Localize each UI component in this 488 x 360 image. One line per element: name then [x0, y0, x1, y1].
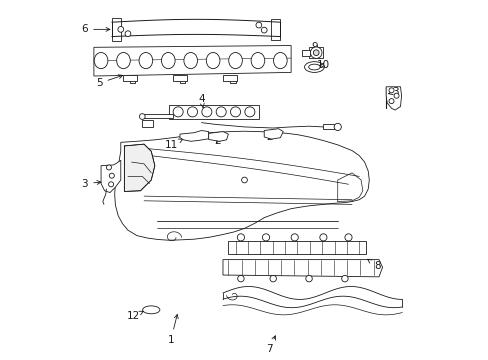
- Ellipse shape: [187, 107, 197, 117]
- Text: 12: 12: [126, 311, 143, 321]
- Polygon shape: [308, 47, 323, 58]
- Ellipse shape: [308, 64, 320, 70]
- Text: 9: 9: [310, 42, 317, 55]
- Circle shape: [388, 88, 393, 93]
- Polygon shape: [101, 160, 121, 193]
- Circle shape: [393, 93, 398, 98]
- Polygon shape: [208, 132, 228, 141]
- Circle shape: [125, 31, 131, 37]
- Text: 5: 5: [96, 75, 122, 88]
- Circle shape: [139, 114, 145, 120]
- Circle shape: [344, 234, 351, 241]
- Polygon shape: [124, 144, 155, 192]
- Circle shape: [118, 27, 123, 32]
- Circle shape: [333, 123, 341, 131]
- Ellipse shape: [161, 53, 175, 69]
- Polygon shape: [223, 75, 237, 81]
- Ellipse shape: [304, 62, 324, 72]
- Polygon shape: [228, 241, 366, 253]
- Ellipse shape: [139, 53, 152, 69]
- Ellipse shape: [173, 107, 183, 117]
- Ellipse shape: [183, 53, 197, 69]
- Text: 6: 6: [81, 24, 110, 35]
- Circle shape: [310, 47, 321, 58]
- Circle shape: [290, 234, 298, 241]
- Text: 2: 2: [214, 136, 221, 145]
- Ellipse shape: [230, 107, 240, 117]
- Text: 2: 2: [266, 132, 272, 142]
- Ellipse shape: [216, 107, 226, 117]
- Circle shape: [388, 99, 393, 104]
- Circle shape: [106, 165, 111, 170]
- Text: 7: 7: [266, 336, 275, 354]
- Polygon shape: [144, 114, 172, 118]
- Ellipse shape: [94, 53, 108, 69]
- Ellipse shape: [228, 53, 242, 69]
- Circle shape: [305, 275, 312, 282]
- Ellipse shape: [206, 53, 220, 69]
- Circle shape: [313, 50, 319, 55]
- Ellipse shape: [273, 53, 286, 69]
- Polygon shape: [142, 120, 153, 127]
- Circle shape: [262, 234, 269, 241]
- Text: 4: 4: [198, 94, 204, 108]
- Polygon shape: [115, 131, 368, 240]
- Ellipse shape: [244, 107, 254, 117]
- Polygon shape: [172, 75, 187, 81]
- Text: 3: 3: [388, 87, 398, 97]
- Ellipse shape: [142, 306, 160, 314]
- Polygon shape: [301, 50, 309, 55]
- Circle shape: [237, 234, 244, 241]
- Circle shape: [255, 22, 261, 28]
- Text: 8: 8: [367, 259, 380, 271]
- Circle shape: [237, 275, 244, 282]
- Polygon shape: [271, 19, 280, 40]
- Circle shape: [341, 275, 347, 282]
- Circle shape: [109, 173, 114, 178]
- Ellipse shape: [251, 53, 264, 69]
- Polygon shape: [122, 75, 137, 81]
- Circle shape: [108, 182, 113, 187]
- Polygon shape: [169, 105, 258, 119]
- Circle shape: [241, 177, 247, 183]
- Polygon shape: [264, 129, 283, 139]
- Polygon shape: [323, 125, 333, 129]
- Circle shape: [261, 27, 266, 33]
- Text: 10: 10: [316, 60, 329, 70]
- Ellipse shape: [117, 53, 130, 69]
- Circle shape: [319, 234, 326, 241]
- Polygon shape: [223, 260, 382, 277]
- Text: 3: 3: [81, 179, 101, 189]
- Polygon shape: [112, 18, 121, 41]
- Text: 1: 1: [167, 315, 178, 345]
- Ellipse shape: [202, 107, 211, 117]
- Polygon shape: [386, 87, 401, 110]
- Text: 11: 11: [164, 139, 183, 150]
- Circle shape: [269, 275, 276, 282]
- Polygon shape: [180, 131, 208, 141]
- Polygon shape: [94, 45, 290, 76]
